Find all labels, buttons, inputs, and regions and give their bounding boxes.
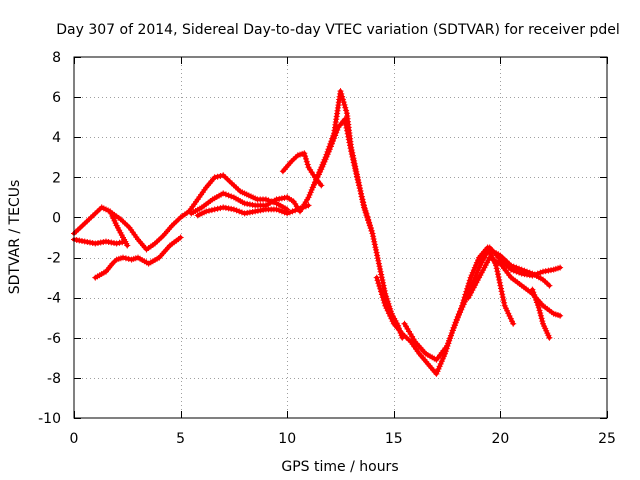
series-arc-5 — [188, 190, 291, 217]
series-arc-4 — [109, 172, 291, 253]
series-arc-3 — [92, 234, 184, 281]
series-markers — [109, 172, 291, 253]
x-tick-label: 10 — [278, 431, 296, 447]
axis-ticks: 0 5 10 15 20 25 -10 -8 -6 -4 -2 0 2 4 6 8 — [38, 50, 616, 447]
x-tick-label: 0 — [70, 431, 79, 447]
x-tick-label: 20 — [491, 431, 509, 447]
series-arc-10 — [373, 244, 517, 377]
y-tick-label: 8 — [52, 50, 61, 66]
series-markers — [279, 150, 325, 189]
x-tick-label: 25 — [598, 431, 616, 447]
y-tick-label: -8 — [47, 371, 61, 387]
y-tick-label: -4 — [47, 291, 61, 307]
series-arc-2 — [71, 236, 129, 247]
series-markers — [92, 234, 184, 281]
y-tick-label: 2 — [52, 170, 61, 186]
plot-frame — [73, 56, 608, 419]
x-axis-label: GPS time / hours — [281, 459, 398, 475]
series-arc-9 — [309, 116, 376, 237]
y-tick-label: -10 — [38, 411, 61, 427]
series-markers — [529, 286, 553, 341]
y-tick-label: -2 — [47, 251, 61, 267]
series-markers — [188, 190, 291, 217]
x-tick-label: 5 — [176, 431, 185, 447]
grid — [74, 57, 607, 418]
y-tick-label: -6 — [47, 331, 61, 347]
series-arc-13 — [476, 246, 553, 289]
y-tick-label: 6 — [52, 90, 61, 106]
series-arc-14 — [529, 286, 553, 341]
x-tick-label: 15 — [385, 431, 403, 447]
y-tick-label: 4 — [52, 130, 61, 146]
y-axis-label: SDTVAR / TECUs — [7, 180, 23, 295]
data-series — [71, 88, 564, 377]
series-markers — [309, 116, 376, 237]
series-markers — [476, 246, 553, 289]
series-trace — [310, 117, 375, 236]
y-tick-label: 0 — [52, 210, 61, 226]
chart-title: Day 307 of 2014, Sidereal Day-to-day VTE… — [56, 22, 620, 38]
series-trace — [189, 191, 290, 216]
